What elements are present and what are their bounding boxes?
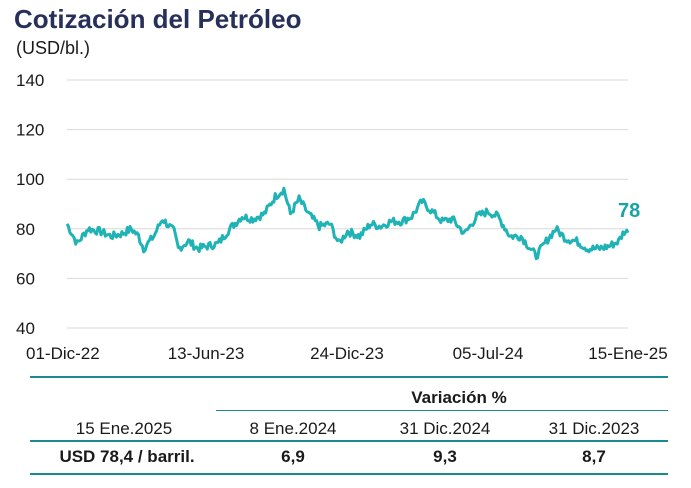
variation-header: Variación % [411, 388, 507, 407]
x-tick-2: 24-Dic-23 [310, 344, 384, 363]
x-tick-3: 05-Jul-24 [453, 344, 524, 363]
y-tick-60: 60 [16, 269, 35, 288]
variation-value-1: 6,9 [281, 447, 305, 466]
y-tick-140: 140 [16, 71, 44, 90]
header-under-rule [216, 410, 668, 411]
series-layer [65, 186, 630, 261]
oil-price-line-chart: 140 120 100 80 60 40 01-Dic-22 13-Jun-23 24-Dic… [16, 71, 668, 363]
column-header-2: 31 Dic.2024 [399, 419, 491, 438]
date-label: 15 Ene.2025 [75, 419, 173, 438]
x-tick-1: 13-Jun-23 [168, 344, 245, 363]
y-tick-120: 120 [16, 121, 44, 140]
last-value-label: 78 [618, 200, 640, 222]
table-bottom-rule [30, 473, 668, 475]
column-header-1: 8 Ene.2024 [249, 419, 337, 438]
x-axis-ticks: 01-Dic-22 13-Jun-23 24-Dic-23 05-Jul-24 15-E… [26, 344, 668, 363]
y-tick-40: 40 [16, 319, 35, 338]
y-axis-ticks: 140 120 100 80 60 40 [16, 71, 44, 338]
series-line-0 [65, 186, 630, 261]
y-axis-unit-label: (USD/bl.) [16, 38, 91, 58]
variation-value-2: 9,3 [433, 447, 457, 466]
chart-title: Cotización del Petróleo [14, 4, 302, 34]
columns-under-rule [30, 440, 668, 442]
grid-lines [67, 79, 628, 329]
price-label: USD 78,4 / barril. [59, 447, 195, 466]
column-header-3: 31 Dic.2023 [548, 419, 640, 438]
x-tick-4: 15-Ene-25 [588, 344, 667, 363]
x-tick-0: 01-Dic-22 [26, 344, 100, 363]
y-tick-100: 100 [16, 170, 44, 189]
variation-value-3: 8,7 [582, 447, 606, 466]
y-tick-80: 80 [16, 220, 35, 239]
table-top-rule [30, 376, 668, 378]
variation-table: Variación % 15 Ene.2025 8 Ene.2024 31 Di… [30, 376, 668, 484]
